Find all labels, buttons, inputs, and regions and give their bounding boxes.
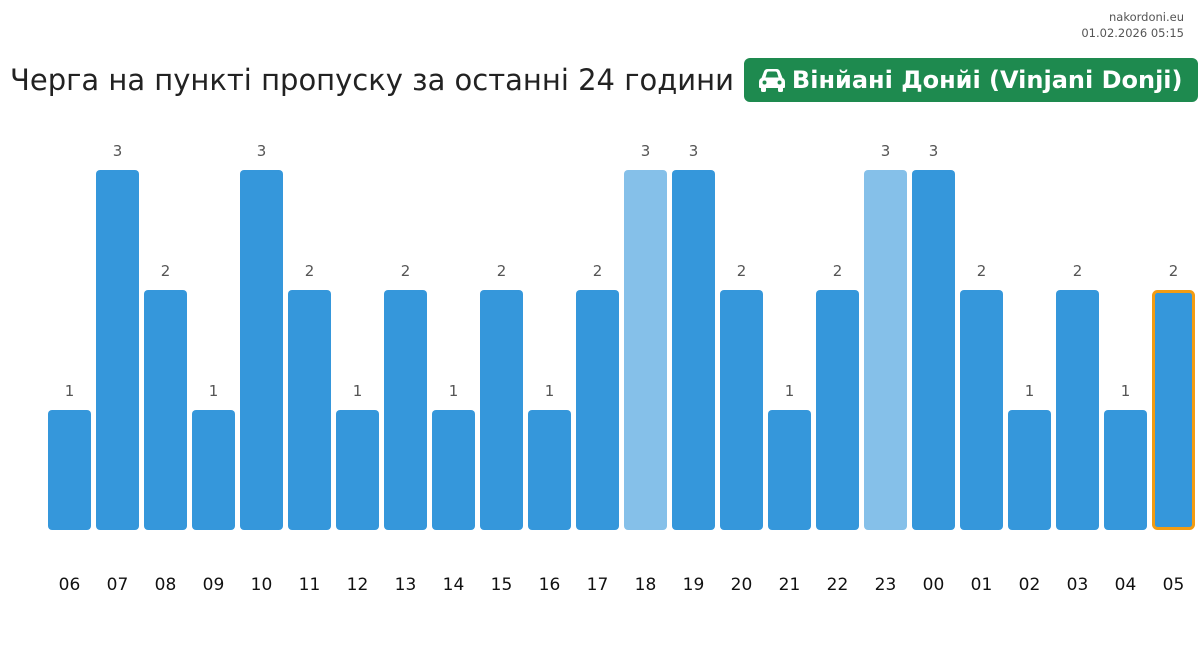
bar-05 <box>1152 290 1195 530</box>
bar-15 <box>480 290 523 530</box>
data-label-04: 1 <box>1121 382 1131 400</box>
bar-11 <box>288 290 331 530</box>
bar-14 <box>432 410 475 530</box>
x-tick-label-19: 19 <box>683 575 705 595</box>
x-tick-label-17: 17 <box>587 575 609 595</box>
x-tick-label-15: 15 <box>491 575 513 595</box>
data-label-11: 2 <box>305 262 315 280</box>
car-icon <box>758 67 786 93</box>
bar-17 <box>576 290 619 530</box>
bar-06 <box>48 410 91 530</box>
bar-23 <box>864 170 907 530</box>
data-label-17: 2 <box>593 262 603 280</box>
bar-00 <box>912 170 955 530</box>
data-label-02: 1 <box>1025 382 1035 400</box>
x-tick-label-09: 09 <box>203 575 225 595</box>
branding: nakordoni.eu 01.02.2026 05:15 <box>1081 9 1184 41</box>
x-tick-label-22: 22 <box>827 575 849 595</box>
data-label-15: 2 <box>497 262 507 280</box>
bar-08 <box>144 290 187 530</box>
bar-07 <box>96 170 139 530</box>
bar-22 <box>816 290 859 530</box>
data-label-08: 2 <box>161 262 171 280</box>
data-label-20: 2 <box>737 262 747 280</box>
page-title: Черга на пункті пропуску за останні 24 г… <box>10 63 734 97</box>
bar-21 <box>768 410 811 530</box>
data-label-14: 1 <box>449 382 459 400</box>
x-tick-label-05: 05 <box>1163 575 1185 595</box>
data-label-03: 2 <box>1073 262 1083 280</box>
bar-02 <box>1008 410 1051 530</box>
data-label-22: 2 <box>833 262 843 280</box>
data-label-13: 2 <box>401 262 411 280</box>
x-tick-label-23: 23 <box>875 575 897 595</box>
data-label-12: 1 <box>353 382 363 400</box>
bar-09 <box>192 410 235 530</box>
bar-13 <box>384 290 427 530</box>
x-tick-label-07: 07 <box>107 575 129 595</box>
bar-19 <box>672 170 715 530</box>
x-tick-label-11: 11 <box>299 575 321 595</box>
x-tick-label-21: 21 <box>779 575 801 595</box>
title-row: Черга на пункті пропуску за останні 24 г… <box>10 58 1199 102</box>
bar-20 <box>720 290 763 530</box>
x-tick-label-18: 18 <box>635 575 657 595</box>
x-tick-label-12: 12 <box>347 575 369 595</box>
data-label-09: 1 <box>209 382 219 400</box>
data-label-10: 3 <box>257 142 267 160</box>
data-label-00: 3 <box>929 142 939 160</box>
x-tick-label-00: 00 <box>923 575 945 595</box>
bar-03 <box>1056 290 1099 530</box>
x-tick-label-03: 03 <box>1067 575 1089 595</box>
x-tick-label-01: 01 <box>971 575 993 595</box>
data-label-19: 3 <box>689 142 699 160</box>
x-tick-label-06: 06 <box>59 575 81 595</box>
data-label-07: 3 <box>113 142 123 160</box>
x-tick-label-14: 14 <box>443 575 465 595</box>
x-tick-label-02: 02 <box>1019 575 1041 595</box>
bar-12 <box>336 410 379 530</box>
data-label-18: 3 <box>641 142 651 160</box>
x-tick-label-10: 10 <box>251 575 273 595</box>
bar-16 <box>528 410 571 530</box>
checkpoint-badge[interactable]: Вінйані Донйі (Vinjani Donji) <box>743 58 1199 102</box>
data-label-06: 1 <box>65 382 75 400</box>
timestamp: 01.02.2026 05:15 <box>1081 26 1184 40</box>
data-label-21: 1 <box>785 382 795 400</box>
data-label-05: 2 <box>1169 262 1179 280</box>
bar-01 <box>960 290 1003 530</box>
data-label-01: 2 <box>977 262 987 280</box>
data-label-16: 1 <box>545 382 555 400</box>
bar-04 <box>1104 410 1147 530</box>
bar-18 <box>624 170 667 530</box>
x-tick-label-04: 04 <box>1115 575 1137 595</box>
x-tick-label-20: 20 <box>731 575 753 595</box>
bar-10 <box>240 170 283 530</box>
x-tick-label-16: 16 <box>539 575 561 595</box>
site-name: nakordoni.eu <box>1109 10 1184 24</box>
x-tick-label-08: 08 <box>155 575 177 595</box>
data-label-23: 3 <box>881 142 891 160</box>
checkpoint-name: Вінйані Донйі (Vinjani Donji) <box>791 66 1183 94</box>
x-tick-label-13: 13 <box>395 575 417 595</box>
